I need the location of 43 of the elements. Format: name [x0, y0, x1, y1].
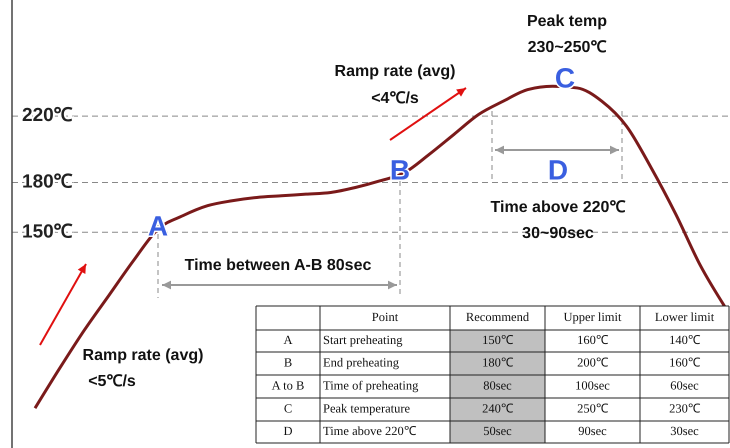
annotation: 180℃ [482, 355, 514, 370]
y-tick-label: 150℃ [22, 221, 73, 242]
annotation: Time above 220℃ [323, 424, 417, 438]
annotation: A [283, 332, 293, 347]
annotation: Start preheating [323, 332, 404, 347]
annotation: End preheating [323, 355, 400, 370]
annotation: 50sec [483, 424, 512, 438]
annotation: 30sec [670, 424, 700, 438]
annotation: Ramp rate (avg) [82, 347, 204, 364]
annotation: Peak temp [526, 13, 608, 30]
annotation: 240℃ [482, 401, 514, 416]
y-tick-label: 220℃ [22, 105, 73, 126]
annotation: 140℃ [669, 332, 701, 347]
annotation: 30~90sec [522, 225, 594, 242]
annotation: Ramp rate (avg) [334, 63, 456, 80]
annotation: <4℃/s [371, 90, 419, 108]
annotation: 160℃ [577, 332, 609, 347]
y-tick-label: 180℃ [22, 172, 73, 193]
annotation: Time of preheating [323, 378, 420, 392]
annotation: Time above 220℃ [490, 199, 626, 216]
annotation: A to B [272, 378, 304, 392]
annotation: 90sec [578, 424, 608, 438]
annotation: 200℃ [577, 355, 609, 370]
annotation: <5℃/s [88, 373, 136, 390]
annotation: Upper limit [564, 310, 622, 324]
annotation: C [284, 401, 292, 416]
annotation: Time between A-B 80sec [184, 257, 372, 274]
annotation: D [548, 154, 568, 186]
annotation: Peak temperature [323, 401, 411, 416]
annotation: Recommend [466, 310, 530, 324]
annotation: Lower limit [654, 310, 715, 324]
annotation: 160℃ [669, 355, 701, 370]
annotation: Point [372, 310, 399, 324]
annotation: B [284, 355, 292, 370]
annotation: 250℃ [577, 401, 609, 416]
annotation: 230~250℃ [528, 39, 606, 56]
annotation: 100sec [575, 378, 610, 392]
annotation: D [283, 424, 293, 438]
annotation: 60sec [670, 378, 700, 392]
annotation: 230℃ [669, 401, 701, 416]
annotation: C [554, 62, 576, 94]
annotation: 150℃ [482, 332, 514, 347]
annotation: 80sec [483, 378, 512, 392]
